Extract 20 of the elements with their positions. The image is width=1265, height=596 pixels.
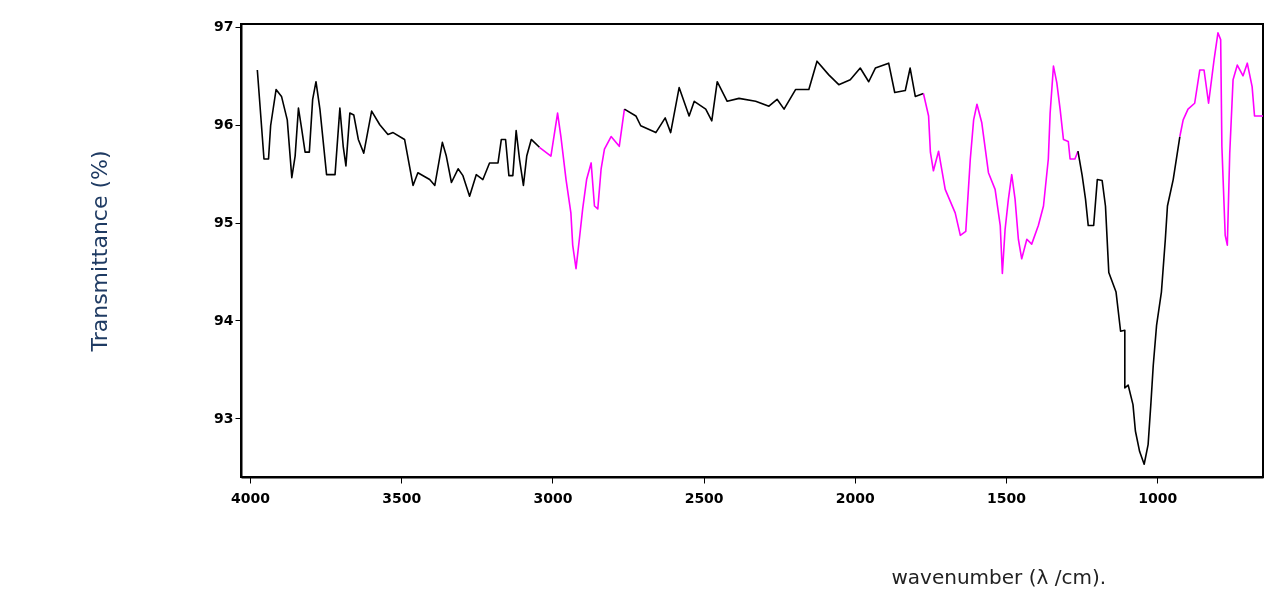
y-tick-label: 94 <box>214 311 234 328</box>
line-series <box>1077 135 1181 466</box>
y-tick-label: 97 <box>214 18 234 35</box>
y-tick-label: 95 <box>214 214 234 231</box>
line-series <box>256 69 541 197</box>
x-tick-label: 2500 <box>684 489 724 506</box>
x-axis-title: wavenumber (λ /cm). <box>891 564 1107 589</box>
line-series <box>538 108 626 270</box>
line-series <box>623 60 925 134</box>
x-tick-label: 3500 <box>382 489 422 506</box>
y-axis-title: Transmittance (%) <box>86 150 112 353</box>
x-tick-label: 2000 <box>835 489 876 506</box>
line-series <box>1179 32 1264 246</box>
x-tick-label: 4000 <box>231 489 271 506</box>
x-tick-label: 3000 <box>533 489 573 506</box>
line-series <box>922 65 1079 275</box>
x-tick-label: 1500 <box>987 489 1027 506</box>
x-tick-label: 1000 <box>1138 489 1178 506</box>
y-tick-label: 96 <box>214 116 234 133</box>
y-tick-label: 93 <box>214 409 234 426</box>
